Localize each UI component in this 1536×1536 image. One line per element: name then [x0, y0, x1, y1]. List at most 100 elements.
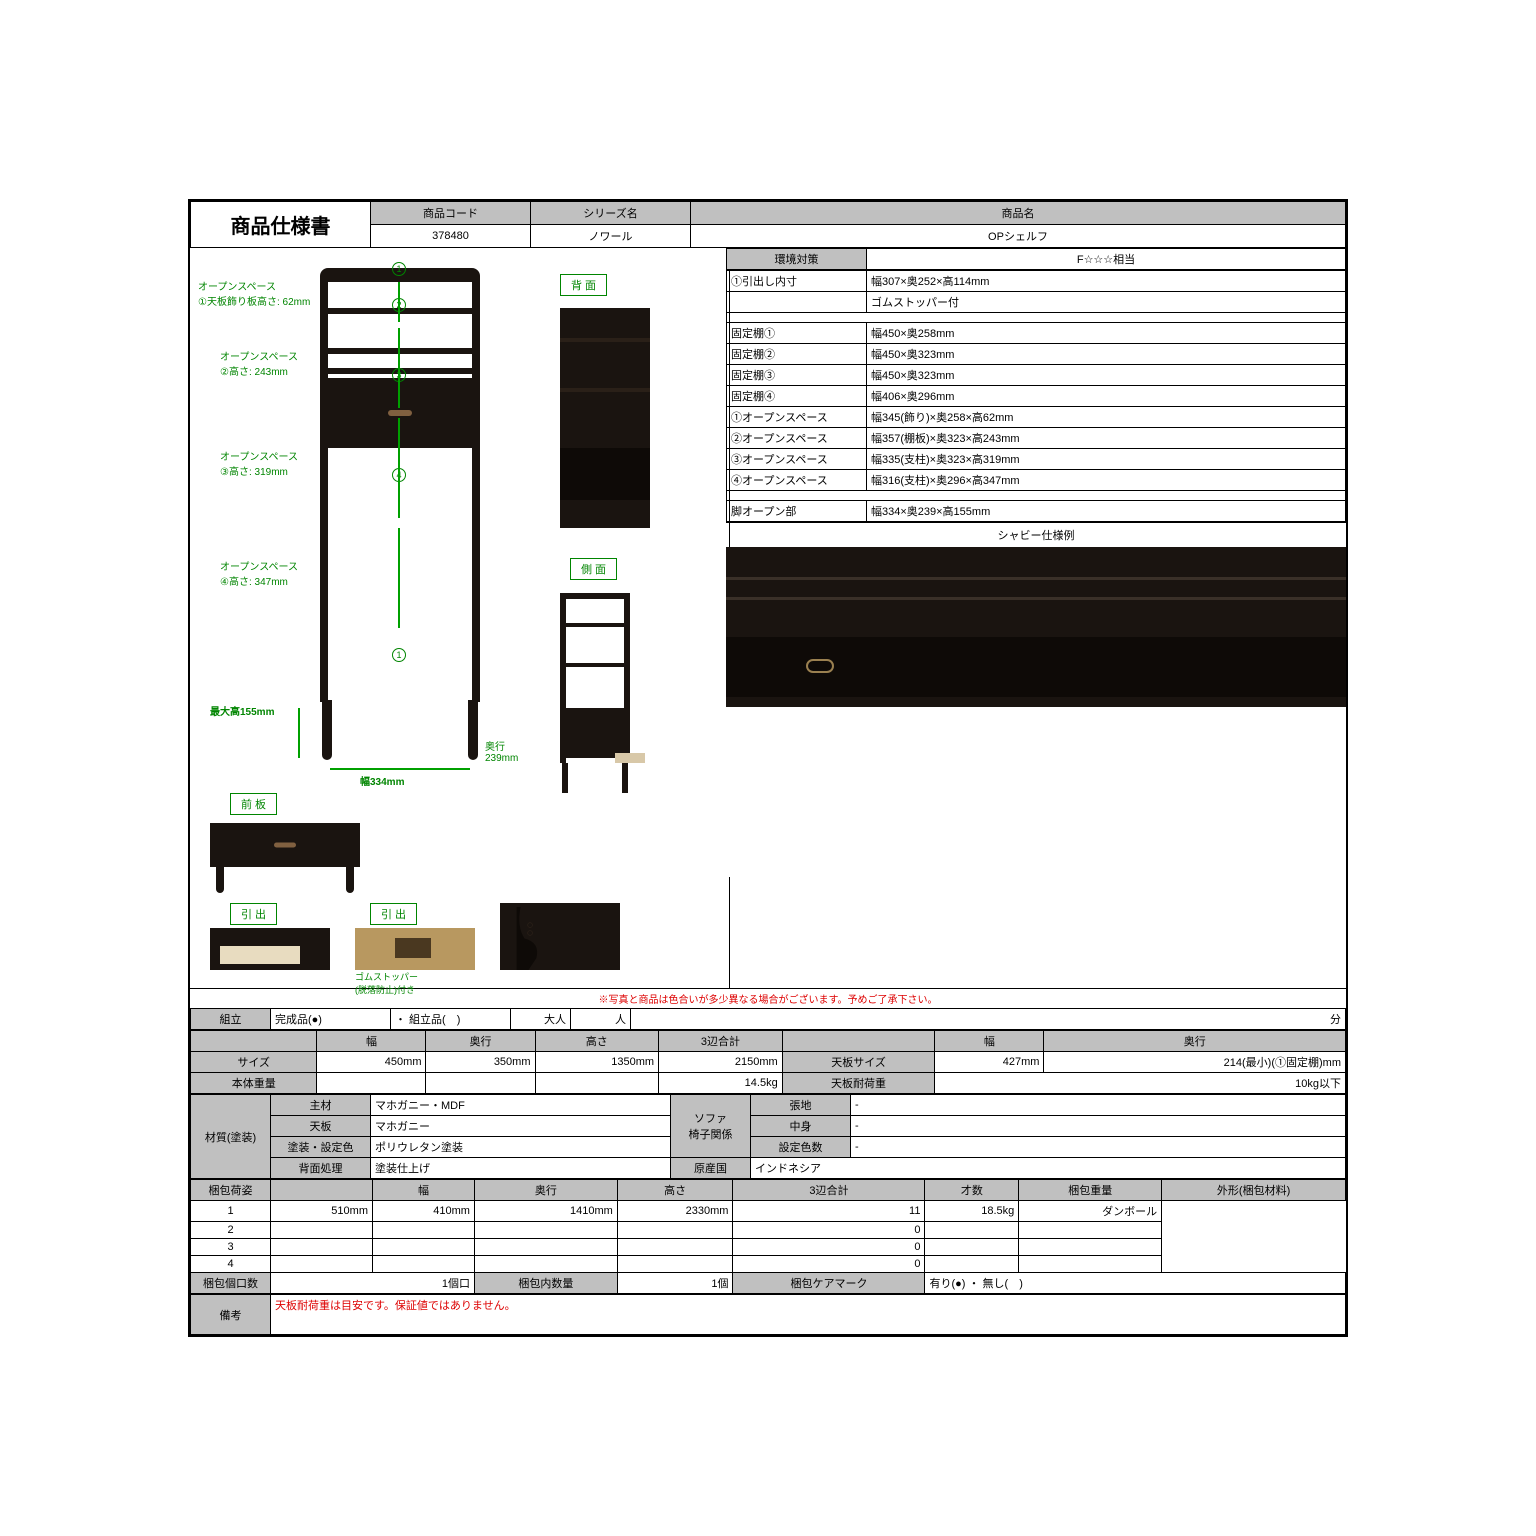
pack-cell [474, 1239, 617, 1256]
pack-col: 奥行 [474, 1180, 617, 1201]
pack-cell: 1410mm [474, 1201, 617, 1222]
spec-key: ①引出し内寸 [727, 271, 867, 292]
size-cell: 1350mm [535, 1052, 659, 1073]
assembly-label: 組立 [191, 1009, 271, 1030]
diagram-right: 環境対策 F☆☆☆相当 ①引出し内寸幅307×奥252×高114mmゴムストッパ… [726, 248, 1346, 988]
size-cell: 10kg以下 [935, 1073, 1346, 1094]
mat-label: 材質(塗装) [191, 1095, 271, 1179]
drawer2-label: 引 出 [370, 903, 417, 925]
drawer-open-icon [615, 753, 645, 763]
pack-cell: 0 [733, 1239, 925, 1256]
handle-icon [806, 659, 834, 673]
front-img [210, 823, 360, 893]
material-table: 材質(塗装)主材マホガニー・MDFソファ 椅子関係張地-天板マホガニー中身-塗装… [190, 1094, 1346, 1179]
size-col: 奥行 [1044, 1031, 1346, 1052]
pack-cell: ダンボール [1019, 1201, 1162, 1222]
size-cell [535, 1073, 659, 1094]
assembly-c: 大人 [511, 1009, 571, 1030]
mat-k: 塗装・設定色 [271, 1137, 371, 1158]
shabby-label: シャビー仕様例 [726, 522, 1346, 547]
anno-os2: オープンスペース②高さ: 243mm [220, 348, 298, 378]
marker-drawer: 1 [392, 648, 406, 662]
pack-care-v: 有り(●) ・ 無し( ) [925, 1273, 1346, 1294]
pack-cell [372, 1256, 474, 1273]
pack-cell: 2 [191, 1222, 271, 1239]
mat-k2: 設定色数 [751, 1137, 851, 1158]
pack-cell [925, 1256, 1019, 1273]
header-table: 商品仕様書 商品コード シリーズ名 商品名 378480 ノワール OPシェルフ [190, 201, 1346, 248]
env-value: F☆☆☆相当 [867, 249, 1346, 270]
size-cell: 天板耐荷重 [782, 1073, 935, 1094]
size-col: 高さ [535, 1031, 659, 1052]
pack-cell [925, 1222, 1019, 1239]
spec-val: 幅345(飾り)×奥258×高62mm [867, 407, 1346, 428]
assembly-b: ・ 組立品( ) [391, 1009, 511, 1030]
pack-cell [474, 1222, 617, 1239]
stopper-note: ゴムストッパー (脱落防止)付き [355, 970, 418, 996]
spec-val: ゴムストッパー付 [867, 292, 1346, 313]
code-value: 378480 [371, 225, 531, 248]
drawer-photo-2 [355, 928, 475, 970]
size-cell [317, 1073, 426, 1094]
anno-os4: オープンスペース④高さ: 347mm [220, 558, 298, 588]
pack-cell: 0 [733, 1256, 925, 1273]
pack-cell: 18.5kg [925, 1201, 1019, 1222]
env-label: 環境対策 [727, 249, 867, 270]
anno-width: 幅334mm [360, 773, 404, 788]
pack-cell [372, 1222, 474, 1239]
pack-cell: 2330mm [617, 1201, 733, 1222]
sofa-label: ソファ 椅子関係 [671, 1095, 751, 1158]
assembly-table: 組立 完成品(●) ・ 組立品( ) 大人 人 分 [190, 1008, 1346, 1030]
pack-cell [1019, 1256, 1162, 1273]
size-col [782, 1031, 935, 1052]
spec-key: ④オープンスペース [727, 470, 867, 491]
assembly-d: 人 [571, 1009, 631, 1030]
main-shelf-figure: 1 2 3 4 1 [320, 268, 480, 448]
spec-val: 幅307×奥252×高114mm [867, 271, 1346, 292]
mat-v2: - [851, 1137, 1346, 1158]
right-spec-table: ①引出し内寸幅307×奥252×高114mmゴムストッパー付固定棚①幅450×奥… [726, 270, 1346, 522]
marker-1: 1 [392, 262, 406, 276]
side-shape-photo [500, 903, 620, 970]
spec-val: 幅334×奥239×高155mm [867, 501, 1346, 522]
name-label: 商品名 [691, 202, 1346, 225]
drawer-photo-1 [210, 928, 330, 970]
size-col: 3辺合計 [659, 1031, 783, 1052]
size-cell: 本体重量 [191, 1073, 317, 1094]
spec-key: 固定棚① [727, 323, 867, 344]
pack-col: 幅 [372, 1180, 474, 1201]
pack-count-label: 梱包個口数 [191, 1273, 271, 1294]
env-table: 環境対策 F☆☆☆相当 [726, 248, 1346, 270]
back-view-img [560, 308, 650, 528]
size-cell: 214(最小)(①固定棚)mm [1044, 1052, 1346, 1073]
size-table: 幅奥行高さ3辺合計幅奥行 サイズ450mm350mm1350mm2150mm天板… [190, 1030, 1346, 1094]
pack-cell [271, 1256, 373, 1273]
diagram-area: 1 2 3 4 1 オープンスペース①天板飾り板高さ: 62mm オープンスペー… [190, 248, 1346, 988]
code-label: 商品コード [371, 202, 531, 225]
diagram-left: 1 2 3 4 1 オープンスペース①天板飾り板高さ: 62mm オープンスペー… [190, 248, 730, 988]
pack-col: 3辺合計 [733, 1180, 925, 1201]
size-cell: 450mm [317, 1052, 426, 1073]
pack-col: 外形(梱包材料) [1162, 1180, 1346, 1201]
side-view-img [560, 593, 630, 793]
assembly-a: 完成品(●) [271, 1009, 391, 1030]
size-cell: 天板サイズ [782, 1052, 935, 1073]
pack-cell: 410mm [372, 1201, 474, 1222]
pack-cell: 3 [191, 1239, 271, 1256]
spec-key: 固定棚② [727, 344, 867, 365]
mat-k2: 張地 [751, 1095, 851, 1116]
pack-cell [372, 1239, 474, 1256]
remarks-text: 天板耐荷重は目安です。保証値ではありません。 [271, 1295, 1346, 1335]
pack-cell: 510mm [271, 1201, 373, 1222]
spec-val: 幅335(支柱)×奥323×高319mm [867, 449, 1346, 470]
mat-k: 背面処理 [271, 1158, 371, 1179]
pack-cell [617, 1256, 733, 1273]
pack-cell: 1 [191, 1201, 271, 1222]
size-col: 幅 [317, 1031, 426, 1052]
pack-cell [271, 1239, 373, 1256]
size-cell: 14.5kg [659, 1073, 783, 1094]
packaging-table: 梱包荷姿幅奥行高さ3辺合計才数梱包重量外形(梱包材料) 1510mm410mm1… [190, 1179, 1346, 1294]
pack-col [271, 1180, 373, 1201]
remarks-label: 備考 [191, 1295, 271, 1335]
spec-val: 幅406×奥296mm [867, 386, 1346, 407]
